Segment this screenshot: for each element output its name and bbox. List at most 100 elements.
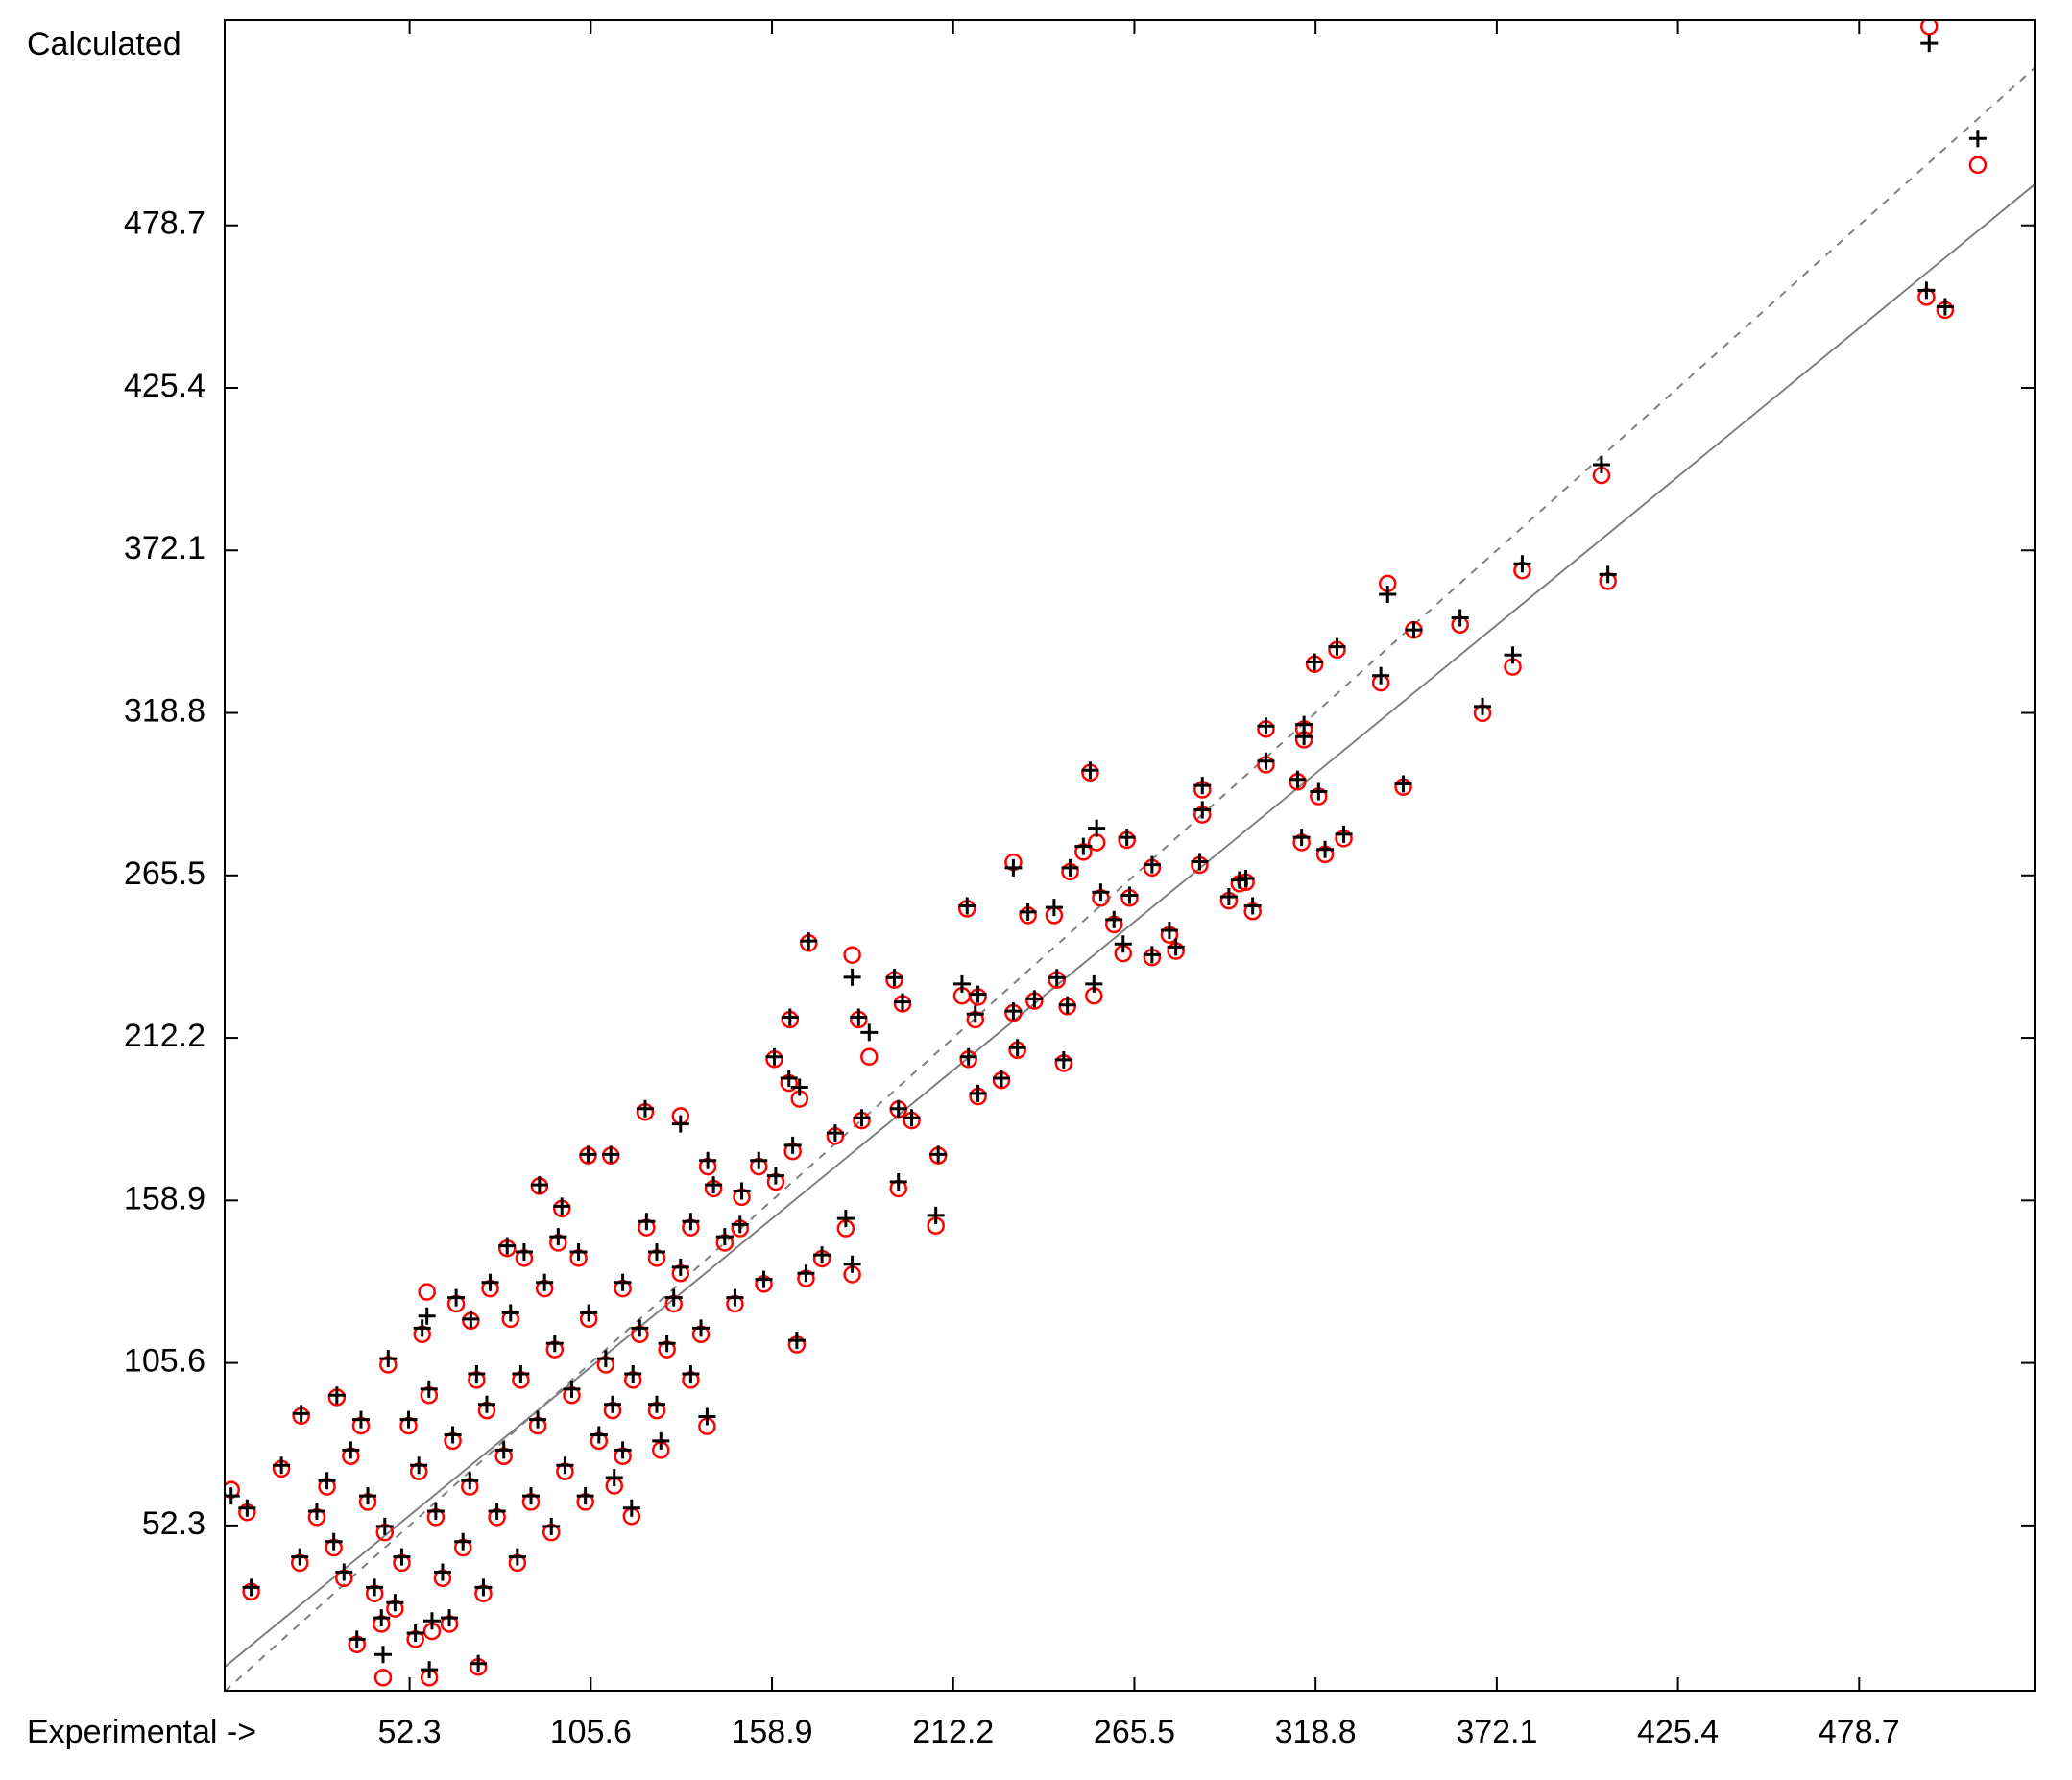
point-plus xyxy=(800,932,818,950)
plot-frame xyxy=(224,19,2036,1692)
point-plus xyxy=(410,1456,428,1475)
x-tick-label: 425.4 xyxy=(1637,1714,1719,1750)
point-plus xyxy=(652,1431,670,1450)
point-plus xyxy=(638,1213,656,1231)
point-plus xyxy=(1092,883,1110,902)
y-tick-label: 52.3 xyxy=(142,1505,205,1542)
point-plus xyxy=(705,1176,723,1194)
point-plus xyxy=(1257,752,1275,770)
point-plus xyxy=(1592,456,1610,474)
point-plus xyxy=(1004,858,1023,877)
x-axis-label: Experimental -> xyxy=(27,1714,256,1750)
point-plus xyxy=(418,1307,436,1325)
point-plus xyxy=(903,1109,921,1127)
point-plus xyxy=(327,1386,346,1405)
point-plus xyxy=(622,1499,640,1517)
point-plus xyxy=(783,1136,802,1154)
point-plus xyxy=(413,1319,431,1337)
point-plus xyxy=(755,1270,773,1288)
point-plus xyxy=(731,1215,749,1234)
point-plus xyxy=(373,1609,391,1627)
point-plus xyxy=(797,1264,815,1283)
point-plus xyxy=(648,1395,666,1413)
point-plus xyxy=(1243,897,1262,915)
point-plus xyxy=(952,974,971,993)
point-plus xyxy=(307,1502,325,1520)
point-plus xyxy=(536,1273,554,1291)
point-plus xyxy=(1257,717,1275,735)
point-plus xyxy=(1143,855,1161,874)
point-plus xyxy=(966,1005,984,1023)
x-tick-label: 372.1 xyxy=(1456,1714,1537,1750)
point-plus xyxy=(292,1405,310,1423)
point-plus xyxy=(726,1288,744,1307)
point-plus xyxy=(969,985,987,1003)
point-plus xyxy=(682,1365,700,1383)
point-plus xyxy=(1917,281,1936,300)
point-plus xyxy=(335,1563,353,1581)
point-plus xyxy=(1193,801,1212,819)
point-plus xyxy=(853,1109,871,1127)
point-plus xyxy=(1599,565,1617,584)
point-plus xyxy=(843,1255,861,1273)
point-plus xyxy=(836,1210,855,1228)
point-plus xyxy=(1118,829,1136,847)
point-plus xyxy=(1289,770,1307,788)
y-axis-label: Calculated xyxy=(27,26,181,62)
point-plus xyxy=(420,1380,438,1398)
point-circle xyxy=(843,946,861,964)
point-circle xyxy=(373,1669,393,1687)
point-plus xyxy=(1004,1002,1023,1021)
point-plus xyxy=(602,1145,620,1164)
point-plus xyxy=(444,1426,462,1444)
point-circle xyxy=(418,1283,436,1301)
point-plus xyxy=(494,1441,513,1459)
point-plus xyxy=(1048,969,1066,987)
x-tick-label: 52.3 xyxy=(378,1714,442,1750)
point-plus xyxy=(454,1532,472,1551)
point-plus xyxy=(781,1008,799,1026)
point-plus xyxy=(698,1407,716,1426)
point-plus xyxy=(515,1243,533,1262)
point-plus xyxy=(1306,653,1324,671)
point-plus xyxy=(522,1487,541,1505)
point-plus xyxy=(603,1395,621,1413)
point-plus xyxy=(433,1563,451,1581)
point-plus xyxy=(563,1380,581,1398)
point-plus xyxy=(549,1228,567,1246)
point-plus xyxy=(671,1115,689,1133)
point-plus xyxy=(1105,910,1123,928)
point-plus xyxy=(1405,621,1423,639)
point-plus xyxy=(426,1502,445,1520)
point-plus xyxy=(596,1350,614,1368)
point-plus xyxy=(1316,840,1335,858)
point-plus xyxy=(682,1213,700,1231)
point-plus xyxy=(1191,853,1209,871)
point-plus xyxy=(1292,829,1311,847)
point-plus xyxy=(1920,35,1939,53)
point-plus xyxy=(624,1365,642,1383)
point-circle xyxy=(1919,20,1939,36)
point-plus xyxy=(530,1176,548,1194)
point-plus xyxy=(733,1182,751,1200)
point-plus xyxy=(545,1335,564,1353)
point-plus xyxy=(1045,899,1063,917)
y-tick-label: 105.6 xyxy=(124,1343,205,1380)
point-plus xyxy=(421,1661,439,1679)
point-plus xyxy=(399,1410,418,1429)
point-plus xyxy=(422,1612,441,1630)
point-plus xyxy=(929,1145,948,1164)
point-plus xyxy=(850,1008,868,1026)
point-plus xyxy=(1167,938,1185,956)
point-plus xyxy=(477,1395,495,1413)
point-plus xyxy=(1379,585,1397,603)
y-tick-label: 212.2 xyxy=(124,1018,205,1054)
point-plus xyxy=(1504,646,1522,664)
point-plus xyxy=(576,1487,594,1505)
point-plus xyxy=(813,1246,831,1264)
point-plus xyxy=(1074,837,1093,855)
point-plus xyxy=(959,1047,977,1066)
point-plus xyxy=(692,1319,711,1337)
